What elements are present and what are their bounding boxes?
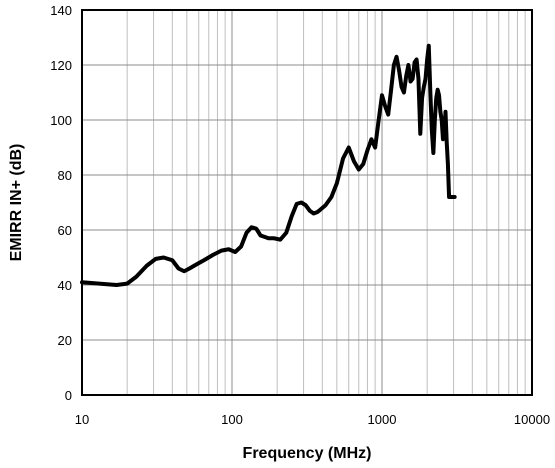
- y-axis-title: EMIRR IN+ (dB): [8, 144, 25, 262]
- x-axis-title: Frequency (MHz): [243, 445, 372, 462]
- x-tick-labels: 10 100 1000 10000: [75, 412, 550, 427]
- series-line: [80, 43, 457, 287]
- y-tick-label: 140: [50, 3, 72, 18]
- y-tick-label: 20: [58, 333, 72, 348]
- minor-grid: [126, 10, 526, 395]
- x-tick-label: 10: [75, 412, 89, 427]
- y-tick-label: 80: [58, 168, 72, 183]
- x-tick-label: 1000: [368, 412, 397, 427]
- y-tick-label: 40: [58, 278, 72, 293]
- y-tick-label: 120: [50, 58, 72, 73]
- plot-area-frame: [81, 9, 533, 396]
- y-tick-label: 0: [65, 388, 72, 403]
- major-grid: [82, 10, 532, 395]
- x-tick-label: 10000: [514, 412, 550, 427]
- y-tick-label: 100: [50, 113, 72, 128]
- x-tick-label: 100: [221, 412, 243, 427]
- y-tick-label: 60: [58, 223, 72, 238]
- series-layer: [80, 43, 457, 287]
- y-tick-labels: 0 20 40 60 80 100 120 140: [50, 3, 72, 403]
